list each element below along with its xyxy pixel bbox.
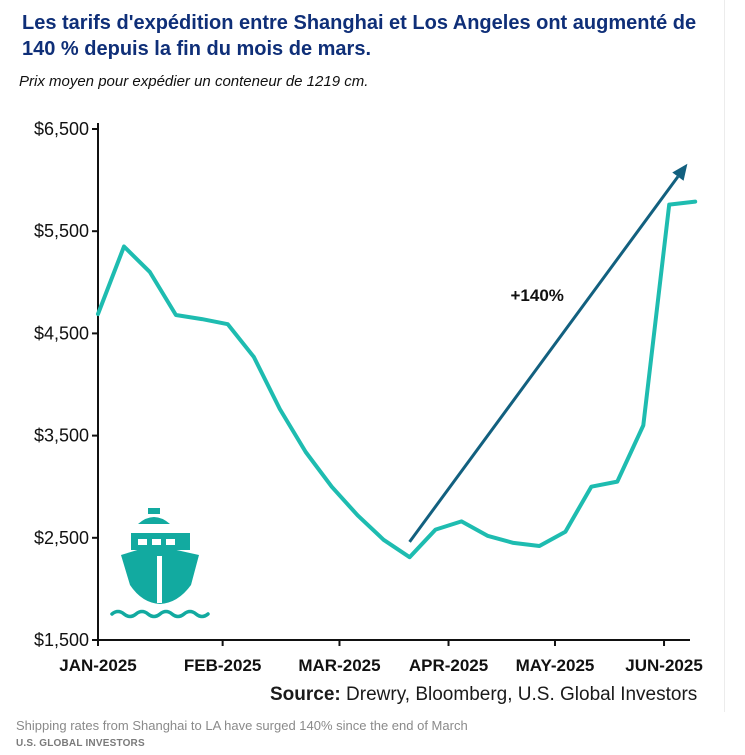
y-tick-label: $5,500 — [34, 221, 89, 241]
data-point — [174, 313, 178, 317]
x-tick-label: FEB-2025 — [184, 656, 261, 675]
chart-card: Les tarifs d'expédition entre Shanghai e… — [19, 0, 725, 712]
x-tick-label: JUN-2025 — [625, 656, 703, 675]
data-point — [200, 317, 204, 321]
y-tick-label: $3,500 — [34, 426, 89, 446]
series-line — [96, 199, 698, 560]
data-point — [356, 513, 360, 517]
data-point — [148, 270, 152, 274]
data-point — [252, 355, 256, 359]
ship-icon-details — [110, 539, 210, 619]
chart-title: Les tarifs d'expédition entre Shanghai e… — [22, 12, 697, 60]
data-point — [407, 555, 412, 559]
data-point — [537, 544, 542, 548]
series-group — [96, 199, 698, 560]
brand-name: U.S. GLOBAL INVESTORS — [16, 738, 145, 749]
source-label: Source: — [270, 684, 341, 705]
annotation-label: +140% — [510, 286, 563, 305]
x-tick-label: MAR-2025 — [298, 656, 380, 675]
data-point — [226, 322, 230, 326]
data-point — [96, 312, 100, 316]
data-point — [278, 407, 282, 411]
annotation-arrow-head — [672, 163, 688, 181]
axes — [97, 123, 690, 641]
annotation-group: +140% — [408, 163, 688, 543]
data-point — [330, 485, 334, 489]
data-point — [485, 534, 490, 538]
source-note: Source: Drewry, Bloomberg, U.S. Global I… — [270, 683, 697, 707]
data-point — [667, 203, 671, 207]
line-chart: $1,500 $2,500 $3,500 $4,500 $5,500 $6,500 JAN… — [34, 119, 703, 675]
y-tick-label: $6,500 — [34, 119, 89, 139]
data-point — [459, 519, 464, 524]
y-tick-label: $2,500 — [34, 528, 89, 548]
y-tick-label: $4,500 — [34, 323, 89, 343]
data-point — [589, 485, 593, 489]
y-tick-label: $1,500 — [34, 630, 89, 650]
data-point — [615, 479, 619, 484]
y-axis-ticks: $1,500 $2,500 $3,500 $4,500 $5,500 $6,500 — [34, 119, 98, 650]
x-axis-ticks: JAN-2025 FEB-2025 MAR-2025 APR-2025 MAY-2025… — [59, 640, 703, 675]
x-tick-label: JAN-2025 — [59, 656, 137, 675]
data-point — [382, 538, 386, 542]
x-tick-label: APR-2025 — [409, 656, 488, 675]
data-point — [304, 450, 308, 454]
data-point — [511, 541, 516, 545]
image-caption: Shipping rates from Shanghai to LA have … — [16, 718, 468, 733]
data-point — [122, 244, 126, 249]
annotation-arrow — [408, 175, 680, 543]
data-point — [433, 528, 438, 532]
data-point — [693, 199, 697, 204]
chart-subtitle: Prix moyen pour expédier un conteneur de… — [19, 73, 369, 90]
data-point — [563, 530, 567, 534]
source-text: Drewry, Bloomberg, U.S. Global Investors — [340, 684, 698, 705]
x-tick-label: MAY-2025 — [516, 656, 595, 675]
data-point — [641, 423, 645, 427]
